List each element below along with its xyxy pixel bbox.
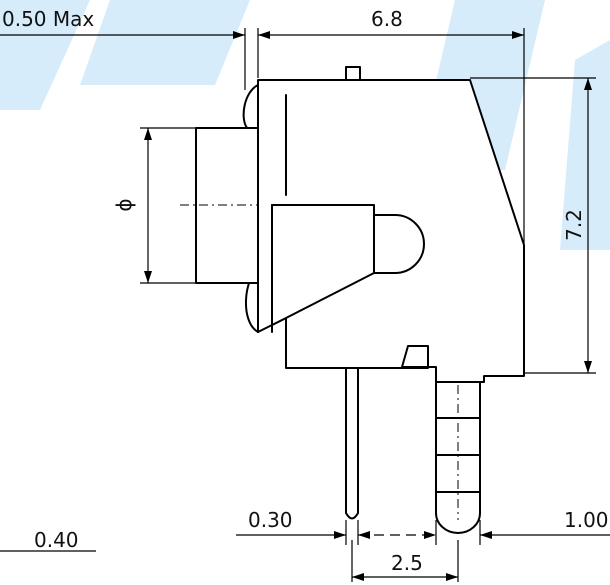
center-lines: [180, 204, 459, 520]
lead-thickness-label: 0.30: [248, 508, 293, 532]
right-lead-label: 1.00: [564, 508, 609, 532]
bottom-left-label: 0.40: [34, 528, 79, 552]
component-outline: [195, 66, 525, 534]
width-label: 6.8: [371, 7, 403, 31]
pitch-label: 2.5: [391, 551, 423, 575]
max-gap-label: 0.50 Max: [2, 7, 94, 31]
diameter-label: ϕ: [112, 198, 136, 211]
dimension-lines: [0, 28, 610, 582]
height-label: 7.2: [562, 209, 586, 241]
